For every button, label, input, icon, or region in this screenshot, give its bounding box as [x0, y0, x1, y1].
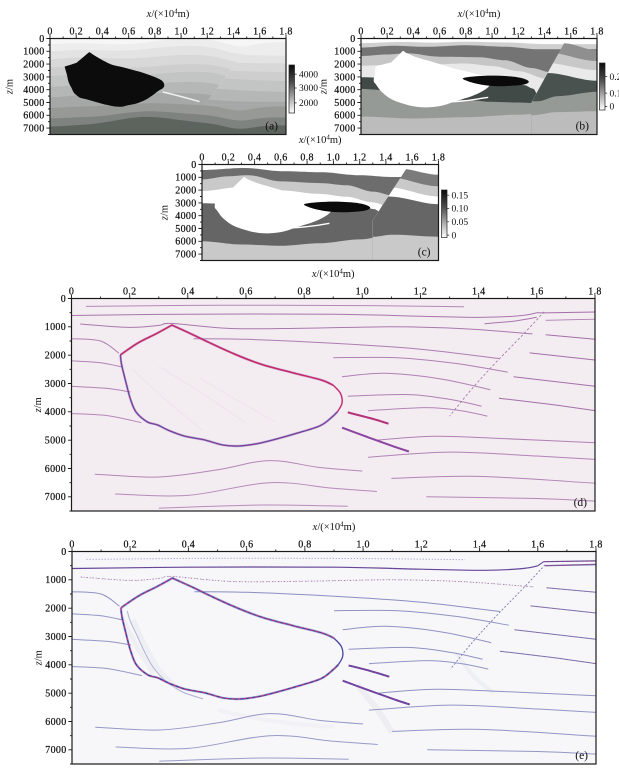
- svg-text:2000: 2000: [45, 351, 66, 362]
- svg-text:5000: 5000: [334, 98, 355, 109]
- svg-text:1000: 1000: [23, 47, 44, 58]
- svg-text:7000: 7000: [334, 124, 355, 135]
- svg-text:3000: 3000: [23, 72, 44, 83]
- svg-text:(e): (e): [575, 750, 588, 762]
- svg-text:1000: 1000: [334, 47, 355, 58]
- svg-text:z/m: z/m: [34, 650, 45, 666]
- svg-text:2000: 2000: [23, 60, 44, 71]
- svg-text:0: 0: [610, 103, 615, 113]
- svg-text:6000: 6000: [23, 111, 44, 122]
- svg-text:0.1: 0.1: [610, 89, 619, 99]
- svg-text:z/m: z/m: [33, 397, 44, 413]
- svg-text:0: 0: [350, 34, 355, 45]
- svg-text:4000: 4000: [299, 70, 318, 80]
- svg-text:3000: 3000: [45, 379, 66, 390]
- svg-text:x/(×104m): x/(×104m): [298, 134, 342, 147]
- svg-text:4000: 4000: [45, 660, 66, 671]
- svg-text:0: 0: [61, 294, 66, 305]
- svg-text:4000: 4000: [175, 211, 196, 222]
- svg-text:z/m: z/m: [5, 79, 16, 95]
- svg-text:x/(×104m): x/(×104m): [457, 8, 501, 21]
- svg-text:6000: 6000: [334, 111, 355, 122]
- svg-text:7000: 7000: [45, 492, 66, 503]
- svg-text:(d): (d): [574, 497, 588, 509]
- svg-text:(c): (c): [418, 247, 431, 259]
- svg-text:5000: 5000: [45, 436, 66, 447]
- svg-text:2000: 2000: [334, 60, 355, 71]
- svg-text:3000: 3000: [175, 198, 196, 209]
- svg-text:1000: 1000: [175, 173, 196, 184]
- svg-text:x/(×104m): x/(×104m): [146, 8, 190, 21]
- svg-text:2000: 2000: [175, 186, 196, 197]
- svg-text:6000: 6000: [45, 717, 66, 728]
- svg-text:5000: 5000: [23, 98, 44, 109]
- svg-text:0: 0: [39, 34, 44, 45]
- svg-text:4000: 4000: [23, 85, 44, 96]
- svg-text:3000: 3000: [299, 84, 318, 94]
- svg-text:1000: 1000: [45, 575, 66, 586]
- svg-text:2000: 2000: [299, 99, 318, 109]
- svg-text:(a): (a): [265, 121, 278, 133]
- svg-text:6000: 6000: [175, 237, 196, 248]
- svg-text:7000: 7000: [23, 124, 44, 135]
- svg-text:0.10: 0.10: [452, 205, 469, 215]
- svg-text:0: 0: [191, 160, 196, 171]
- svg-text:2000: 2000: [45, 604, 66, 615]
- svg-text:z/m: z/m: [319, 79, 330, 95]
- svg-text:0.2: 0.2: [610, 73, 619, 83]
- svg-text:7000: 7000: [175, 250, 196, 261]
- svg-text:x/(×104m): x/(×104m): [311, 268, 355, 281]
- svg-text:5000: 5000: [45, 689, 66, 700]
- svg-text:0: 0: [61, 547, 66, 558]
- svg-text:(b): (b): [576, 121, 590, 133]
- svg-text:0.15: 0.15: [452, 191, 469, 201]
- svg-text:3000: 3000: [45, 632, 66, 643]
- svg-text:4000: 4000: [45, 407, 66, 418]
- svg-text:5000: 5000: [175, 224, 196, 235]
- svg-text:z/m: z/m: [160, 205, 171, 221]
- svg-text:0: 0: [452, 231, 457, 241]
- svg-text:4000: 4000: [334, 85, 355, 96]
- svg-text:3000: 3000: [334, 72, 355, 83]
- svg-text:7000: 7000: [45, 745, 66, 756]
- svg-text:6000: 6000: [45, 464, 66, 475]
- svg-text:0.05: 0.05: [452, 218, 469, 228]
- svg-text:x/(×104m): x/(×104m): [312, 521, 356, 534]
- svg-text:1000: 1000: [45, 322, 66, 333]
